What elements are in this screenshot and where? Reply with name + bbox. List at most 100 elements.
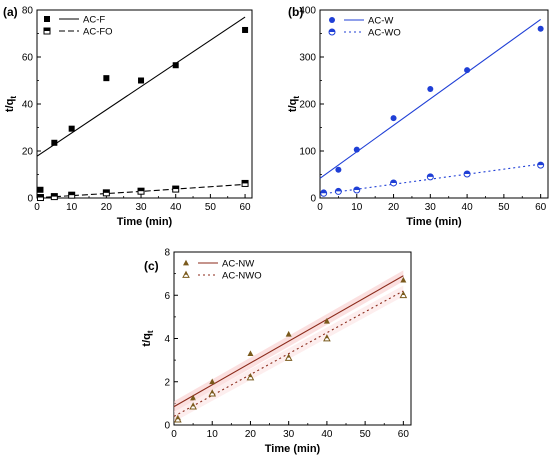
y-axis-label: t/qt: [141, 330, 155, 346]
x-tick-label: 40: [462, 202, 474, 213]
x-tick-label: 40: [321, 429, 333, 440]
x-tick-label: 30: [283, 429, 295, 440]
y-tick-label: 60: [22, 53, 34, 64]
legend-label: AC-FO: [83, 27, 113, 38]
series-AC-NWO: [173, 285, 408, 423]
data-point: [400, 276, 407, 283]
data-point: [247, 350, 254, 357]
y-tick-label: 200: [299, 100, 316, 111]
y-tick-label: 0: [27, 194, 33, 205]
legend-label: AC-F: [83, 15, 105, 26]
data-point-fill: [210, 390, 214, 394]
data-point-fill: [51, 193, 58, 197]
data-point: [390, 115, 397, 122]
data-point-fill: [37, 194, 44, 198]
legend-label: AC-NW: [222, 259, 254, 270]
y-tick-label: 2: [164, 377, 170, 388]
x-tick-label: 30: [425, 202, 437, 213]
y-tick-label: 20: [22, 147, 34, 158]
panel-label: (b): [288, 5, 303, 19]
data-point-fill: [402, 291, 405, 295]
series-AC-F: [36, 16, 249, 193]
x-tick-label: 50: [360, 429, 372, 440]
data-point-fill: [103, 189, 110, 193]
legend-marker: [329, 17, 335, 23]
data-point-fill: [325, 335, 329, 339]
legend-label: AC-WO: [368, 28, 401, 39]
data-point-fill: [427, 173, 434, 177]
x-tick-label: 40: [170, 202, 182, 213]
panel-label: (c): [144, 259, 159, 273]
legend-marker: [183, 259, 189, 266]
data-point-fill: [335, 188, 342, 192]
data-point-fill: [320, 190, 327, 194]
data-point-fill: [287, 354, 291, 358]
data-point-fill: [191, 403, 195, 407]
x-axis-label: Time (min): [265, 443, 321, 455]
data-point: [537, 25, 544, 32]
data-point: [353, 146, 360, 153]
y-tick-label: 80: [22, 6, 34, 17]
data-point-fill: [249, 374, 252, 378]
x-tick-label: 10: [351, 202, 363, 213]
legend-marker-fill: [184, 271, 188, 275]
y-tick-label: 40: [22, 100, 34, 111]
data-point: [37, 186, 44, 193]
data-point-fill: [353, 187, 360, 191]
data-point: [335, 166, 342, 173]
chart-panel-3: (c) 0 10 20 30 40 50 60 0 2 4 6 8 Time (min) t/qt AC-NW…: [141, 248, 412, 455]
data-point-fill: [242, 180, 249, 184]
legend-label: AC-NWO: [222, 271, 262, 282]
panel-label: (a): [3, 5, 18, 19]
x-tick-label: 60: [398, 429, 410, 440]
y-tick-label: 300: [299, 53, 316, 64]
x-tick-label: 60: [535, 202, 547, 213]
data-point: [68, 125, 75, 132]
x-axis-label: Time (min): [406, 216, 462, 228]
data-point-fill: [176, 416, 180, 420]
data-point: [190, 394, 197, 401]
data-point: [209, 378, 216, 385]
data-point: [172, 62, 179, 69]
fit-line: [173, 275, 404, 408]
data-point-fill: [390, 179, 397, 183]
fit-line: [319, 18, 541, 179]
chart-panel-2: (b) 0 10 20 30 40 50 60 0 100 200 300 400 Time (min) t…: [287, 5, 549, 228]
series-AC-WO: [319, 161, 545, 197]
y-tick-label: 0: [164, 421, 170, 432]
series-AC-FO: [36, 179, 249, 202]
data-point: [427, 85, 434, 92]
x-tick-label: 20: [388, 202, 400, 213]
x-tick-label: 50: [205, 202, 217, 213]
x-tick-label: 60: [240, 202, 252, 213]
x-tick-label: 30: [135, 202, 147, 213]
data-point: [285, 330, 292, 337]
data-point-fill: [172, 186, 179, 190]
y-tick-label: 8: [164, 248, 170, 259]
data-point-fill: [68, 192, 75, 196]
chart-panel-1: (a) 0 10 20 30 40 50 60 0 20 40 60 80 Time (min) t/qt A…: [3, 5, 253, 228]
data-point-fill: [464, 171, 471, 175]
fit-line: [36, 16, 246, 157]
legend-marker-fill: [44, 28, 50, 31]
data-point-fill: [537, 162, 544, 166]
data-point: [51, 139, 58, 146]
legend: AC-WAC-WO: [328, 16, 401, 39]
y-axis-label: t/qt: [287, 96, 301, 112]
x-axis-label: Time (min): [117, 216, 173, 228]
data-point: [103, 75, 110, 82]
x-tick-label: 50: [498, 202, 510, 213]
data-point-fill: [138, 188, 145, 192]
y-tick-label: 4: [164, 334, 170, 345]
y-tick-label: 100: [299, 147, 316, 158]
data-point: [323, 317, 330, 324]
x-tick-label: 10: [207, 429, 219, 440]
x-tick-label: 0: [34, 202, 40, 213]
x-tick-label: 0: [171, 429, 177, 440]
x-tick-label: 20: [101, 202, 113, 213]
x-tick-label: 0: [317, 202, 323, 213]
legend: AC-FAC-FO: [43, 15, 113, 38]
